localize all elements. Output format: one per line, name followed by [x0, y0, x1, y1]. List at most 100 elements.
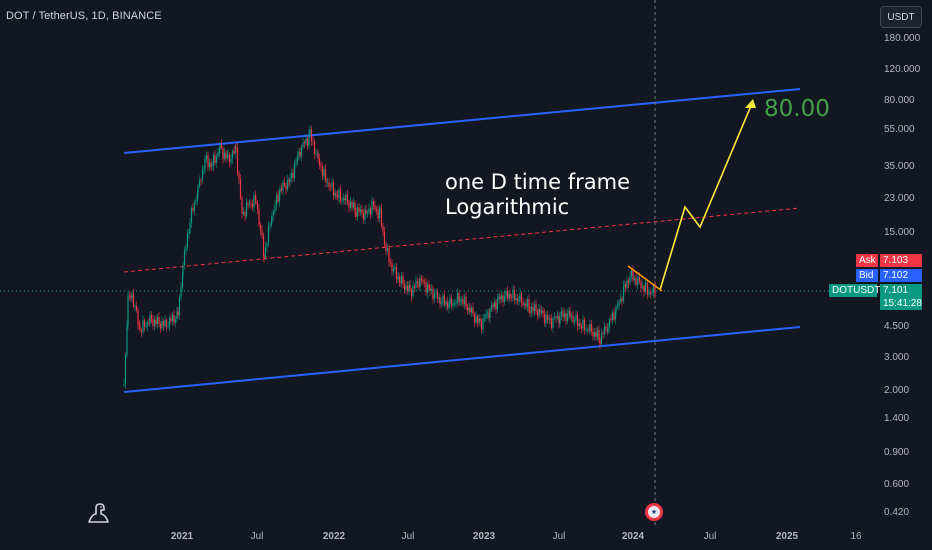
tradingview-dino-icon[interactable]	[86, 500, 112, 526]
candle-body	[635, 277, 637, 285]
candle-body	[592, 331, 594, 337]
projection-path[interactable]	[659, 100, 754, 291]
candle-body	[137, 310, 139, 325]
candle-body	[135, 305, 138, 311]
candle-body	[593, 332, 596, 337]
orange-trend-line[interactable]	[627, 265, 663, 292]
candle-body	[589, 324, 591, 331]
candle-body	[238, 173, 240, 180]
candle-body	[382, 225, 384, 232]
price-tick-label: 15.000	[884, 227, 915, 238]
candle-body	[385, 244, 387, 251]
candle-body	[308, 133, 310, 146]
candle-body	[159, 323, 162, 329]
us-flag-event-icon[interactable]: ★	[645, 503, 663, 521]
candle-body	[170, 317, 172, 322]
time-tick-label: 2022	[322, 531, 346, 542]
candle-body	[429, 287, 431, 291]
candle-body	[552, 318, 554, 329]
candle-body	[463, 296, 466, 305]
candle-body	[486, 312, 489, 314]
candle-body	[397, 276, 399, 280]
candle-body	[310, 129, 313, 142]
candle-body	[638, 276, 641, 282]
time-axis[interactable]: 2021 Jul 2022 Jul 2023 Jul 2024 Jul 2025 16	[0, 525, 932, 550]
annotation-scale[interactable]: Logarithmic	[445, 195, 570, 219]
candle-body	[126, 325, 128, 355]
candle-body	[425, 282, 427, 293]
candle-body	[542, 310, 544, 314]
candle-body	[460, 299, 463, 302]
price-axis[interactable]: 180.000 120.000 80.000 55.000 35.000 23.000 15…	[870, 0, 932, 525]
price-tick-label: 3.000	[884, 352, 910, 363]
candle-body	[538, 308, 540, 316]
candle-body	[321, 167, 324, 177]
candle-body	[500, 295, 503, 300]
candle-body	[220, 144, 223, 149]
candle-body	[344, 198, 346, 201]
candle-body	[219, 144, 221, 149]
candle-body	[167, 326, 169, 328]
bid-value: 7.102	[880, 269, 922, 282]
candle-body	[214, 155, 216, 164]
candle-body	[553, 317, 556, 319]
candle-body	[196, 192, 199, 201]
candle-body	[342, 198, 345, 201]
upper-channel-line[interactable]	[123, 88, 801, 154]
candle-body	[473, 313, 476, 323]
candle-body	[633, 277, 636, 281]
candle-body	[630, 270, 633, 277]
candle-body	[498, 296, 500, 299]
candle-body	[570, 315, 573, 318]
candle-body	[652, 286, 655, 293]
candle-body	[649, 292, 652, 294]
candle-body	[241, 197, 243, 215]
price-tick-label: 120.000	[884, 64, 921, 75]
candle-body	[608, 319, 611, 328]
candle-body	[270, 220, 273, 225]
candle-body	[539, 308, 541, 313]
candle-body	[296, 155, 299, 162]
candle-body	[505, 290, 507, 297]
candle-body	[389, 262, 392, 264]
candle-body	[518, 299, 520, 302]
candle-body	[559, 316, 561, 324]
candle-body	[164, 319, 166, 326]
candle-body	[188, 232, 190, 234]
mid-channel-line[interactable]	[123, 207, 801, 273]
candle-body	[543, 313, 546, 324]
candle-body	[146, 322, 149, 327]
target-price-label[interactable]: 80.00	[764, 96, 830, 122]
candle-body	[405, 285, 407, 290]
candle-body	[611, 312, 614, 321]
candle-body	[298, 152, 300, 156]
candle-body	[131, 293, 133, 298]
candle-body	[603, 326, 606, 335]
candle-body	[619, 298, 622, 302]
candle-body	[200, 180, 202, 182]
candle-body	[193, 202, 196, 211]
candle-body	[536, 311, 539, 316]
candle-body	[236, 147, 239, 174]
annotation-timeframe[interactable]: one D time frame	[445, 170, 630, 194]
candle-body	[346, 194, 349, 203]
candle-body	[334, 193, 336, 196]
candle-body	[177, 311, 179, 316]
candle-body	[413, 286, 416, 288]
time-tick-label: 16	[850, 531, 862, 542]
candle-body	[315, 153, 317, 155]
price-tick-label: 55.000	[884, 124, 915, 135]
candle-body	[349, 201, 352, 208]
candle-body	[580, 325, 583, 329]
candle-body	[282, 182, 284, 191]
candle-body	[588, 329, 590, 331]
candle-body	[430, 288, 433, 291]
lower-channel-line[interactable]	[123, 326, 801, 393]
candle-body	[173, 314, 175, 323]
candle-body	[142, 320, 144, 333]
candle-body	[416, 280, 419, 283]
candle-body	[632, 270, 634, 281]
candle-body	[208, 162, 211, 167]
ask-label: Ask	[856, 254, 878, 267]
currency-button[interactable]: USDT	[880, 6, 922, 28]
